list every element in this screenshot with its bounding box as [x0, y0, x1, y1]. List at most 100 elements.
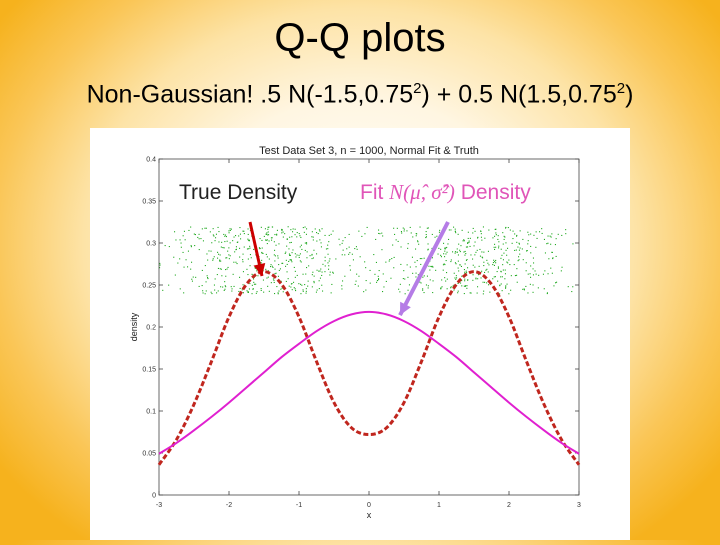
- data-point: [305, 288, 307, 290]
- data-point: [484, 281, 486, 283]
- data-point: [547, 242, 549, 244]
- data-point: [417, 240, 419, 242]
- data-point: [159, 262, 161, 264]
- data-point: [278, 243, 280, 245]
- data-point: [226, 268, 228, 270]
- data-point: [330, 292, 332, 294]
- data-point: [193, 233, 195, 235]
- data-point: [302, 273, 304, 275]
- data-point: [453, 289, 455, 291]
- data-point: [508, 259, 510, 261]
- data-point: [450, 261, 452, 263]
- data-point: [190, 226, 192, 228]
- data-point: [507, 262, 509, 264]
- data-point: [212, 258, 214, 260]
- data-point: [220, 260, 222, 262]
- data-point: [459, 264, 461, 266]
- data-point: [416, 260, 418, 262]
- data-point: [194, 234, 196, 236]
- data-point: [523, 289, 525, 291]
- data-point: [219, 254, 221, 256]
- data-point: [518, 243, 520, 245]
- data-point: [503, 252, 505, 254]
- data-point: [206, 275, 208, 277]
- data-point: [550, 243, 552, 245]
- data-point: [547, 273, 549, 275]
- data-point: [525, 285, 527, 287]
- data-point: [445, 253, 447, 255]
- data-point: [418, 243, 420, 245]
- data-point: [358, 275, 360, 277]
- data-point: [341, 242, 343, 244]
- data-point: [427, 248, 429, 250]
- data-point: [459, 249, 461, 251]
- data-point: [501, 290, 503, 292]
- data-point: [465, 270, 467, 272]
- data-point: [503, 238, 505, 240]
- data-point: [517, 246, 519, 248]
- data-point: [539, 231, 541, 233]
- data-point: [553, 285, 555, 287]
- data-point: [321, 271, 323, 273]
- data-point: [300, 261, 302, 263]
- data-point: [459, 251, 461, 253]
- data-point: [274, 249, 276, 251]
- data-point: [266, 239, 268, 241]
- data-point: [254, 267, 256, 269]
- data-point: [316, 240, 318, 242]
- data-point: [214, 289, 216, 291]
- data-point: [477, 236, 479, 238]
- data-point: [229, 228, 231, 230]
- data-point: [331, 283, 333, 285]
- data-point: [519, 253, 521, 255]
- data-point: [242, 230, 244, 232]
- data-point: [522, 288, 524, 290]
- data-point: [468, 241, 470, 243]
- data-point: [407, 243, 409, 245]
- data-point: [525, 270, 527, 272]
- data-point: [365, 280, 367, 282]
- data-point: [316, 289, 318, 291]
- data-point: [410, 232, 412, 234]
- data-point: [198, 233, 200, 235]
- data-point: [407, 276, 409, 278]
- data-point: [274, 268, 276, 270]
- data-point: [202, 240, 204, 242]
- data-point: [270, 266, 272, 268]
- data-point: [296, 254, 298, 256]
- data-point: [358, 230, 360, 232]
- data-point: [247, 274, 249, 276]
- data-point: [281, 262, 283, 264]
- data-point: [365, 289, 367, 291]
- data-point: [426, 275, 428, 277]
- data-point: [469, 237, 471, 239]
- data-point: [354, 283, 356, 285]
- data-point: [215, 233, 217, 235]
- data-point: [211, 293, 213, 295]
- data-point: [311, 253, 313, 255]
- data-point: [541, 232, 543, 234]
- data-point: [276, 229, 278, 231]
- data-point: [319, 277, 321, 279]
- data-point: [498, 241, 500, 243]
- data-point: [204, 265, 206, 267]
- data-point: [516, 281, 518, 283]
- data-point: [215, 237, 217, 239]
- fit-label-suffix: Density: [455, 181, 531, 204]
- data-point: [313, 280, 315, 282]
- data-point: [268, 240, 270, 242]
- data-point: [229, 229, 231, 231]
- data-point: [454, 230, 456, 232]
- data-point: [256, 270, 258, 272]
- data-point: [313, 249, 315, 251]
- data-point: [348, 253, 350, 255]
- data-point: [472, 232, 474, 234]
- data-point: [378, 232, 380, 234]
- data-point: [285, 251, 287, 253]
- data-point: [281, 287, 283, 289]
- data-point: [202, 290, 204, 292]
- data-point: [475, 278, 477, 280]
- data-point: [356, 248, 358, 250]
- data-point: [532, 268, 534, 270]
- data-point: [423, 275, 425, 277]
